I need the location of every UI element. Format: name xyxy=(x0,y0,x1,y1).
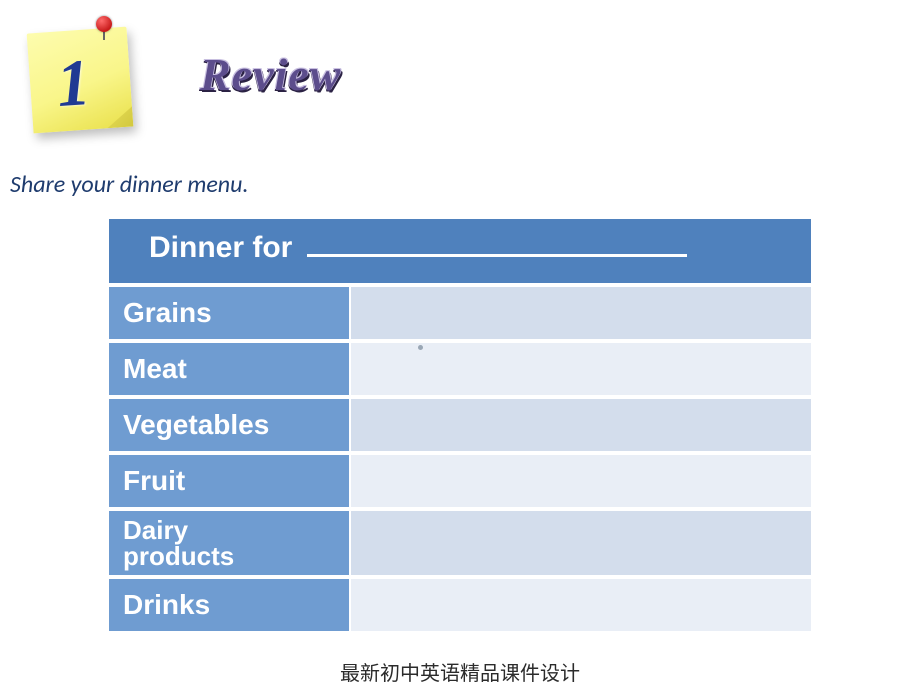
row-label-vegetables: Vegetables xyxy=(107,397,351,453)
row-value-dairy xyxy=(351,509,813,577)
title-text: Review xyxy=(200,49,341,100)
header-blank-line xyxy=(307,232,687,258)
row-value-fruit xyxy=(351,453,813,509)
row-label-meat: Meat xyxy=(107,341,351,397)
page-title: Review xyxy=(200,48,341,101)
table-row: Vegetables xyxy=(107,397,813,453)
row-value-grains xyxy=(351,285,813,341)
sticky-number: 1 xyxy=(54,45,92,123)
table-row: Drinks xyxy=(107,577,813,633)
row-value-vegetables xyxy=(351,397,813,453)
row-label-dairy-text: Dairyproducts xyxy=(123,515,234,571)
row-value-drinks xyxy=(351,577,813,633)
pushpin-icon xyxy=(93,16,115,38)
row-label-grains: Grains xyxy=(107,285,351,341)
row-label-drinks: Drinks xyxy=(107,577,351,633)
table-row: Fruit xyxy=(107,453,813,509)
footer-caption: 最新初中英语精品课件设计 xyxy=(0,657,920,686)
sticky-note: 1 xyxy=(25,10,145,130)
instruction-text: Share your dinner menu. xyxy=(10,170,249,199)
pointer-dot-icon xyxy=(418,345,423,350)
header-prefix: Dinner for xyxy=(149,231,292,264)
table-row: Dairyproducts xyxy=(107,509,813,577)
row-label-fruit: Fruit xyxy=(107,453,351,509)
table-row: Meat xyxy=(107,341,813,397)
dinner-menu-table: Dinner for Grains Meat Vegetables Fruit … xyxy=(107,217,813,633)
table-row: Grains xyxy=(107,285,813,341)
row-label-dairy: Dairyproducts xyxy=(107,509,351,577)
table-header: Dinner for xyxy=(107,217,813,285)
